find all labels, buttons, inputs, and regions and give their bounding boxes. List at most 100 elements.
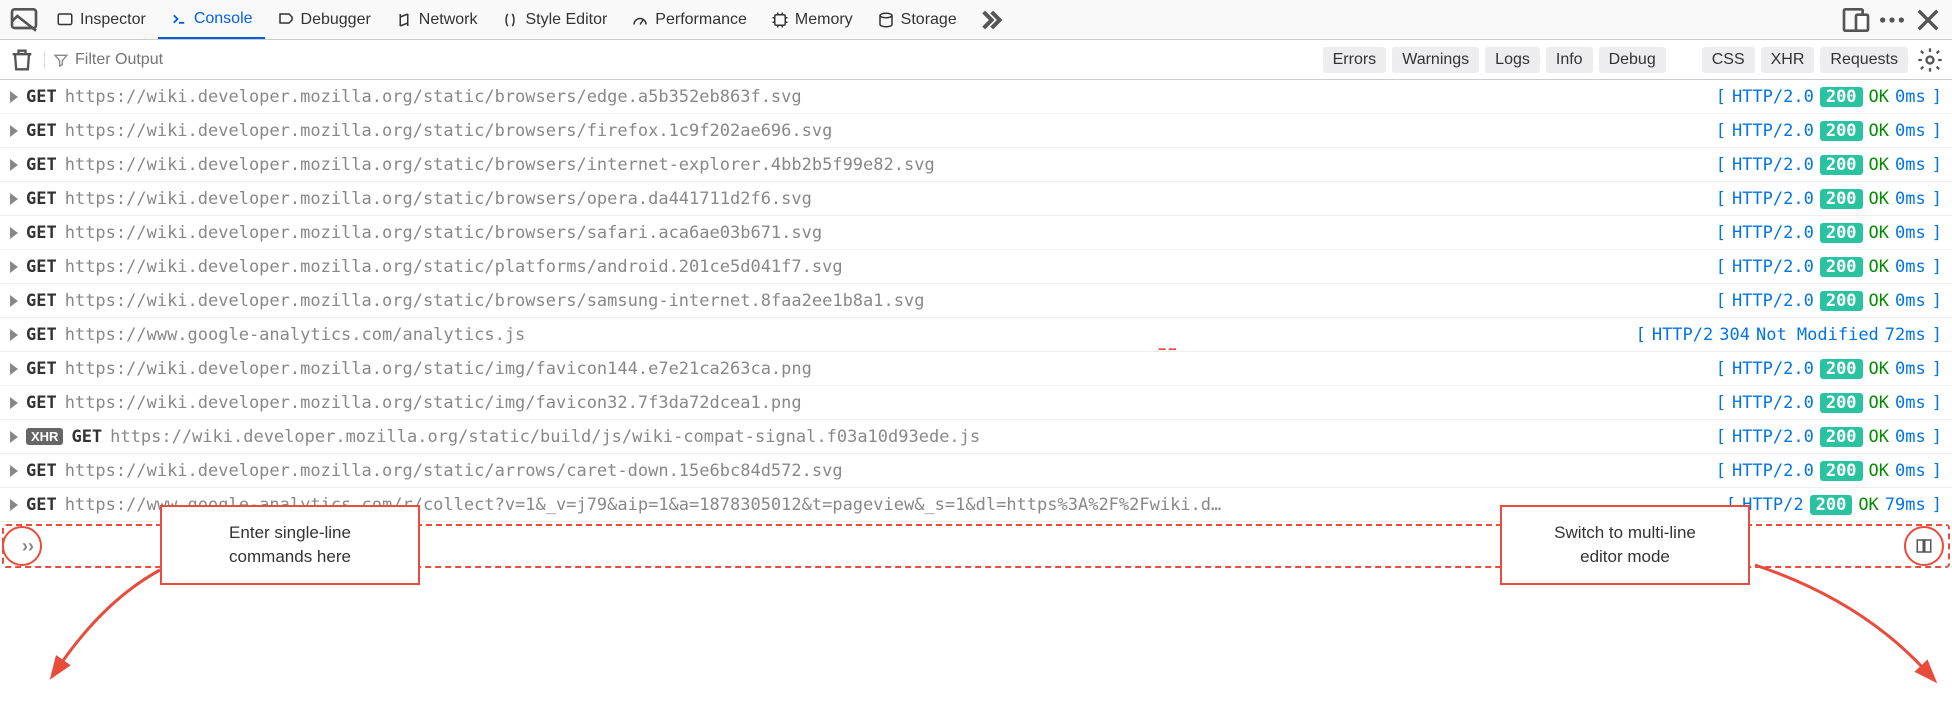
log-row[interactable]: GET https://wiki.developer.mozilla.org/st… [0, 114, 1952, 148]
request-url: https://www.google-analytics.com/analyti… [65, 325, 1628, 345]
log-row[interactable]: GET https://wiki.developer.mozilla.org/st… [0, 250, 1952, 284]
status-block: [HTTP/2.0 200 OK 0ms] [1716, 121, 1942, 141]
expand-twisty-icon[interactable] [10, 125, 18, 137]
request-url: https://wiki.developer.mozilla.org/stati… [65, 121, 1708, 141]
expand-twisty-icon[interactable] [10, 397, 18, 409]
expand-twisty-icon[interactable] [10, 465, 18, 477]
tab-label: Storage [901, 11, 957, 29]
tab-memory[interactable]: Memory [759, 0, 865, 39]
filter-toggle-warnings[interactable]: Warnings [1392, 47, 1479, 73]
expand-twisty-icon[interactable] [10, 159, 18, 171]
request-url: https://wiki.developer.mozilla.org/stati… [65, 87, 1708, 107]
http-method: GET [26, 495, 57, 515]
clear-console-icon[interactable] [8, 46, 36, 74]
annotation-dashes: -- -- [1158, 340, 1176, 356]
status-block: [HTTP/2.0 200 OK 0ms] [1716, 155, 1942, 175]
tab-debugger[interactable]: Debugger [265, 0, 383, 39]
devtools-toolbar: Inspector Console Debugger Network Style Edi… [0, 0, 1952, 40]
tab-storage[interactable]: Storage [865, 0, 969, 39]
request-url: https://wiki.developer.mozilla.org/stati… [65, 461, 1708, 481]
console-log-area: GET https://wiki.developer.mozilla.org/st… [0, 80, 1952, 522]
http-method: GET [26, 325, 57, 345]
expand-twisty-icon[interactable] [10, 91, 18, 103]
filter-toggle-debug[interactable]: Debug [1599, 47, 1666, 73]
close-devtools-icon[interactable] [1912, 4, 1944, 36]
tab-label: Memory [795, 11, 853, 29]
filter-toggle-xhr[interactable]: XHR [1761, 47, 1815, 73]
filter-toggle-errors[interactable]: Errors [1323, 47, 1387, 73]
callout-single-line: Enter single-line commands here [160, 505, 420, 585]
expand-twisty-icon[interactable] [10, 431, 18, 443]
expand-twisty-icon[interactable] [10, 295, 18, 307]
expand-twisty-icon[interactable] [10, 193, 18, 205]
log-row[interactable]: GET https://wiki.developer.mozilla.org/st… [0, 352, 1952, 386]
http-method: GET [26, 359, 57, 379]
filter-icon [53, 52, 69, 68]
http-method: GET [26, 461, 57, 481]
log-row[interactable]: GET https://wiki.developer.mozilla.org/st… [0, 454, 1952, 488]
tab-label: Performance [655, 11, 747, 29]
http-method: GET [26, 257, 57, 277]
xhr-badge: XHR [26, 428, 63, 445]
filter-output-input[interactable] [75, 51, 1315, 69]
console-settings-icon[interactable] [1916, 46, 1944, 74]
filter-toggle-info[interactable]: Info [1546, 47, 1593, 73]
expand-twisty-icon[interactable] [10, 227, 18, 239]
expand-twisty-icon[interactable] [10, 363, 18, 375]
expand-twisty-icon[interactable] [10, 261, 18, 273]
status-block: [HTTP/2.0 200 OK 0ms] [1716, 393, 1942, 413]
status-block: [HTTP/2.0 200 OK 0ms] [1716, 257, 1942, 277]
callout-multiline: Switch to multi-line editor mode [1500, 505, 1750, 585]
filter-toggle-logs[interactable]: Logs [1485, 47, 1540, 73]
tab-label: Console [194, 10, 253, 28]
log-row[interactable]: GEThttps://wiki.developer.mozilla.org/st… [0, 182, 1952, 216]
http-method: GET [26, 87, 57, 107]
request-url: https://wiki.developer.mozilla.org/stati… [65, 257, 1708, 277]
log-row[interactable]: GET https://www.google-analytics.com/anal… [0, 318, 1952, 352]
http-method: GET [26, 291, 57, 311]
tab-style-editor[interactable]: Style Editor [489, 0, 619, 39]
status-block: [HTTP/2.0 200 OK 0ms] [1716, 291, 1942, 311]
status-block: [HTTP/2.0 200 OK 0ms] [1716, 427, 1942, 447]
http-method: GET [26, 189, 57, 209]
tab-console[interactable]: Console [158, 0, 265, 39]
log-row[interactable]: GEThttps://wiki.developer.mozilla.org/st… [0, 216, 1952, 250]
log-row[interactable]: GET https://wiki.developer.mozilla.org/st… [0, 284, 1952, 318]
expand-twisty-icon[interactable] [10, 499, 18, 511]
tab-performance[interactable]: Performance [619, 0, 759, 39]
tab-inspector[interactable]: Inspector [44, 0, 158, 39]
status-block: [HTTP/2.0 200 OK 0ms] [1716, 223, 1942, 243]
iframe-picker-icon[interactable] [8, 4, 40, 36]
status-block: [HTTP/2 200 OK 79ms] [1726, 495, 1942, 515]
http-method: GET [26, 393, 57, 413]
http-method: GET [71, 427, 102, 447]
request-url: https://wiki.developer.mozilla.org/stati… [65, 393, 1708, 413]
more-tabs-icon[interactable] [973, 4, 1005, 36]
tab-network[interactable]: Network [383, 0, 490, 39]
annotation-arrow-right [1750, 555, 1950, 688]
expand-twisty-icon[interactable] [10, 329, 18, 341]
status-block: [HTTP/2.0 200 OK 0ms] [1716, 461, 1942, 481]
http-method: GET [26, 121, 57, 141]
log-row[interactable]: GET https://wiki.developer.mozilla.org/st… [0, 80, 1952, 114]
tab-label: Style Editor [525, 11, 607, 29]
log-row[interactable]: GEThttps://wiki.developer.mozilla.org/st… [0, 148, 1952, 182]
kebab-menu-icon[interactable] [1876, 4, 1908, 36]
log-row[interactable]: GET https://wiki.developer.mozilla.org/st… [0, 386, 1952, 420]
status-block: [HTTP/2.0 200 OK 0ms] [1716, 189, 1942, 209]
status-block: [HTTP/2 304 Not Modified 72ms] [1636, 325, 1942, 345]
filter-toggle-css[interactable]: CSS [1702, 47, 1755, 73]
request-url: https://wiki.developer.mozilla.org/stati… [65, 291, 1708, 311]
tab-label: Network [419, 11, 478, 29]
filter-toggle-requests[interactable]: Requests [1820, 47, 1908, 73]
console-filter-bar: ErrorsWarningsLogsInfoDebug CSSXHRReques… [0, 40, 1952, 80]
responsive-mode-icon[interactable] [1840, 4, 1872, 36]
tab-label: Inspector [80, 11, 146, 29]
tab-label: Debugger [301, 11, 371, 29]
request-url: https://wiki.developer.mozilla.org/stati… [65, 155, 1708, 175]
console-prompt-icon[interactable]: ›› [14, 532, 42, 560]
request-url: https://wiki.developer.mozilla.org/stati… [65, 359, 1708, 379]
status-block: [HTTP/2.0 200 OK 0ms] [1716, 359, 1942, 379]
log-row[interactable]: XHR GET https://wiki.developer.mozilla.org… [0, 420, 1952, 454]
request-url: https://wiki.developer.mozilla.org/stati… [110, 427, 1708, 447]
